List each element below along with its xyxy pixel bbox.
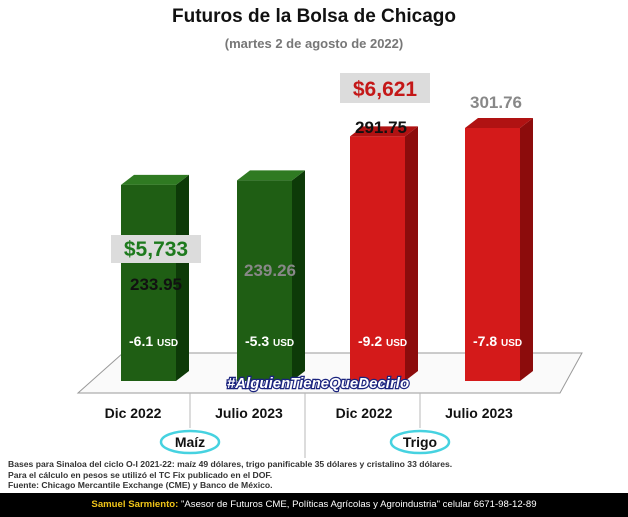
footer-text: "Asesor de Futuros CME, Políticas Agríco… (178, 499, 537, 510)
bar-side (176, 174, 189, 381)
chart-subtitle: (martes 2 de agosto de 2022) (224, 36, 404, 51)
footer-bar: Samuel Sarmiento: "Asesor de Futuros CME… (0, 493, 628, 517)
bar-change-label: -5.3 USD (245, 333, 294, 349)
bar-top (121, 174, 189, 185)
note-tc: Para el cálculo en pesos se utilizó el T… (8, 469, 273, 480)
bar-side (405, 126, 418, 381)
bar-value-label: 239.26 (244, 261, 296, 280)
chart-title: Futuros de la Bolsa de Chicago (172, 6, 456, 27)
group-label-ellipse (159, 429, 221, 455)
group-label: Trigo (403, 434, 437, 450)
group-label: Maíz (175, 434, 205, 450)
bar-change-label: -7.8 USD (473, 333, 522, 349)
bar-value-label: 301.76 (470, 93, 522, 112)
category-label: Dic 2022 (105, 405, 162, 421)
bar-top (350, 126, 418, 137)
peso-price-box (340, 73, 430, 103)
bar-top (237, 170, 305, 181)
notes: Bases para Sinaloa del ciclo O-I 2021-22… (8, 459, 608, 491)
peso-price-box (111, 235, 201, 263)
note-bases: Bases para Sinaloa del ciclo O-I 2021-22… (8, 459, 453, 469)
note-source: Fuente: Chicago Mercantile Exchange (CME… (8, 480, 273, 490)
bar-chart: -6.1 USD -5.3 USD -9.2 USD -7.8 USD 233.95 23… (76, 73, 583, 458)
bar (121, 184, 176, 381)
category-label: Julio 2023 (445, 405, 513, 421)
peso-price-label: $5,733 (124, 238, 188, 261)
bar (237, 180, 292, 381)
bar-side (520, 118, 533, 381)
footer-author: Samuel Sarmiento: (91, 499, 179, 510)
bar-change-label: -6.1 USD (129, 333, 178, 349)
hashtag-watermark: #AlguienTieneQueDecirlo (227, 375, 409, 392)
peso-price-label: $6,621 (353, 78, 418, 101)
category-label: Julio 2023 (215, 405, 283, 421)
bar-value-label: 291.75 (355, 118, 407, 137)
bar (350, 136, 405, 381)
bar-change-label: -9.2 USD (358, 333, 407, 349)
bar (465, 128, 520, 381)
category-label: Dic 2022 (336, 405, 393, 421)
bar-top (465, 118, 533, 128)
group-label-ellipse (389, 429, 451, 455)
bar-value-label: 233.95 (130, 275, 182, 294)
chart-floor (76, 352, 583, 394)
bar-side (292, 170, 305, 381)
